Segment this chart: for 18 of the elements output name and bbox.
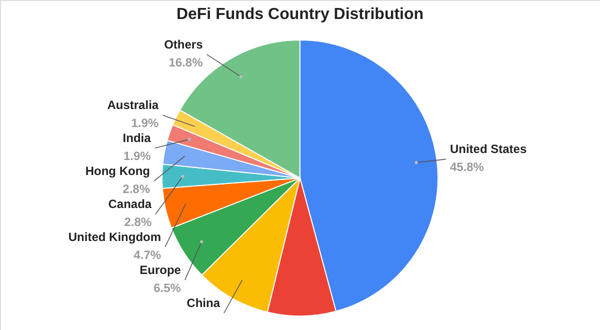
slice-label: Europe	[140, 263, 182, 278]
data-label: 6.5%	[154, 281, 182, 296]
data-label: 4.7%	[134, 248, 162, 262]
slice-label: India	[122, 131, 152, 146]
data-label: 16.8%	[168, 55, 204, 70]
chart-title: DeFi Funds Country Distribution	[176, 6, 424, 23]
slice-label: Others	[164, 37, 204, 52]
slice-label: Canada	[108, 197, 152, 212]
slice-label: United Kingdom	[68, 230, 162, 244]
data-label: 2.8%	[124, 215, 152, 230]
data-label: 2.8%	[122, 182, 150, 196]
slice-label: Australia	[107, 98, 159, 112]
slice-label: United States	[450, 142, 527, 156]
slice-label: China	[186, 296, 220, 310]
slice-label: Hong Kong	[85, 164, 150, 178]
data-label: 45.8%	[450, 160, 484, 174]
data-label: 1.9%	[131, 116, 159, 130]
data-label: 1.9%	[123, 149, 152, 164]
